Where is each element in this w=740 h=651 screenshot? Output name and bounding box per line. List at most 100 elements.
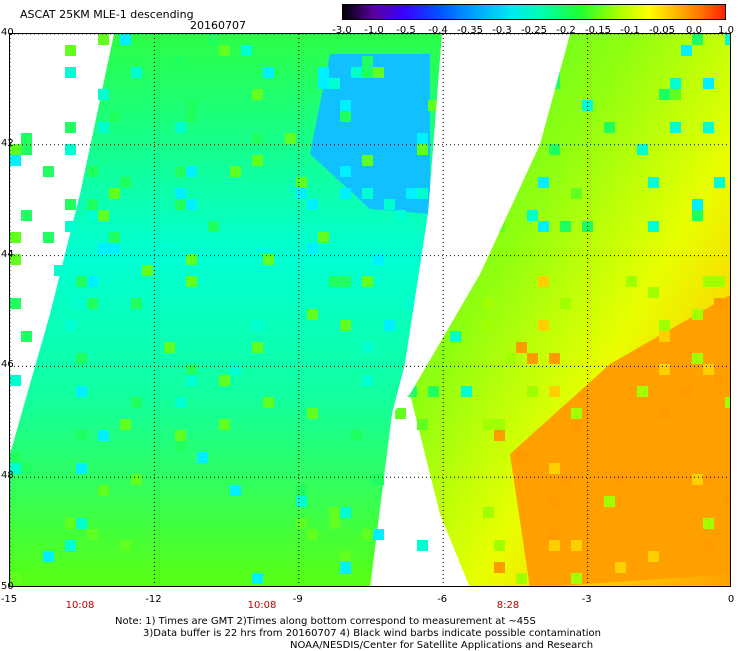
data-pixel [109, 243, 120, 254]
data-pixel [186, 254, 197, 265]
data-pixel [560, 298, 571, 309]
data-pixel [65, 540, 76, 551]
data-pixel [65, 221, 76, 232]
data-pixel [417, 419, 428, 430]
data-pixel [87, 298, 98, 309]
data-pixel [373, 254, 384, 265]
data-pixel [351, 67, 362, 78]
data-pixel [725, 34, 730, 45]
data-pixel [197, 452, 208, 463]
latitude-label: 48 [1, 470, 14, 482]
data-pixel [362, 276, 373, 287]
data-pixel [109, 111, 120, 122]
data-pixel [714, 298, 725, 309]
data-pixel [10, 254, 21, 265]
data-pixel [87, 529, 98, 540]
data-pixel [362, 67, 373, 78]
longitude-label: -15 [0, 594, 18, 605]
colorbar-tick-label: -0.3 [492, 25, 512, 36]
data-pixel [362, 56, 373, 67]
data-pixel [670, 78, 681, 89]
data-pixel [659, 320, 670, 331]
data-pixel [538, 276, 549, 287]
data-pixel [527, 210, 538, 221]
data-pixel [230, 485, 241, 496]
data-pixel [406, 188, 417, 199]
data-pixel [10, 463, 21, 474]
data-pixel [395, 210, 406, 221]
data-pixel [703, 518, 714, 529]
data-pixel [252, 89, 263, 100]
latitude-label: 44 [1, 248, 14, 260]
data-pixel [340, 188, 351, 199]
data-pixel [340, 507, 351, 518]
data-pixel [362, 342, 373, 353]
data-pixel [175, 441, 186, 452]
data-pixel [87, 199, 98, 210]
data-pixel [285, 133, 296, 144]
data-pixel [120, 34, 131, 45]
data-pixel [329, 78, 340, 89]
data-pixel [109, 188, 120, 199]
data-pixel [186, 100, 197, 111]
data-pixel [527, 353, 538, 364]
data-pixel [120, 540, 131, 551]
data-pixel [87, 210, 98, 221]
data-pixel [549, 386, 560, 397]
data-pixel [296, 177, 307, 188]
data-pixel [538, 177, 549, 188]
data-pixel [230, 364, 241, 375]
data-pixel [98, 430, 109, 441]
data-pixel [131, 474, 142, 485]
longitude-label: -9 [292, 594, 303, 605]
data-pixel [714, 177, 725, 188]
data-pixel [296, 518, 307, 529]
data-pixel [615, 474, 626, 485]
data-pixel [175, 199, 186, 210]
data-pixel [76, 353, 87, 364]
data-pixel [54, 265, 65, 276]
data-pixel [76, 386, 87, 397]
data-pixel [560, 474, 571, 485]
data-pixel [362, 375, 373, 386]
data-pixel [307, 309, 318, 320]
data-pixel [65, 144, 76, 155]
data-pixel [648, 177, 659, 188]
colorbar-tick-label: -0.25 [521, 25, 547, 36]
data-pixel [703, 122, 714, 133]
data-pixel [43, 232, 54, 243]
data-pixel [692, 309, 703, 320]
data-pixel [340, 166, 351, 177]
data-pixel [219, 419, 230, 430]
data-pixel [98, 485, 109, 496]
data-pixel [637, 144, 648, 155]
data-pixel [120, 177, 131, 188]
data-pixel [175, 430, 186, 441]
data-pixel [703, 540, 714, 551]
data-pixel [10, 144, 21, 155]
data-pixel [131, 67, 142, 78]
longitude-label: 0 [727, 594, 735, 605]
map-svg [10, 34, 730, 586]
no-data-gap [392, 34, 570, 414]
data-pixel [307, 408, 318, 419]
data-pixel [670, 89, 681, 100]
data-pixel [505, 353, 516, 364]
pass-time-label: 10:08 [65, 600, 95, 611]
data-pixel [21, 331, 32, 342]
data-pixel [659, 89, 670, 100]
colorbar-tick-label: -1.0 [364, 25, 384, 36]
data-pixel [681, 45, 692, 56]
data-pixel [483, 320, 494, 331]
data-pixel [417, 133, 428, 144]
data-pixel [692, 353, 703, 364]
data-pixel [10, 232, 21, 243]
note-line-2: 3)Data buffer is 22 hrs from 20160707 4)… [143, 628, 601, 639]
data-pixel [516, 342, 527, 353]
data-pixel [362, 188, 373, 199]
data-pixel [307, 199, 318, 210]
data-pixel [538, 320, 549, 331]
data-pixel [406, 298, 417, 309]
data-pixel [450, 331, 461, 342]
data-pixel [65, 518, 76, 529]
